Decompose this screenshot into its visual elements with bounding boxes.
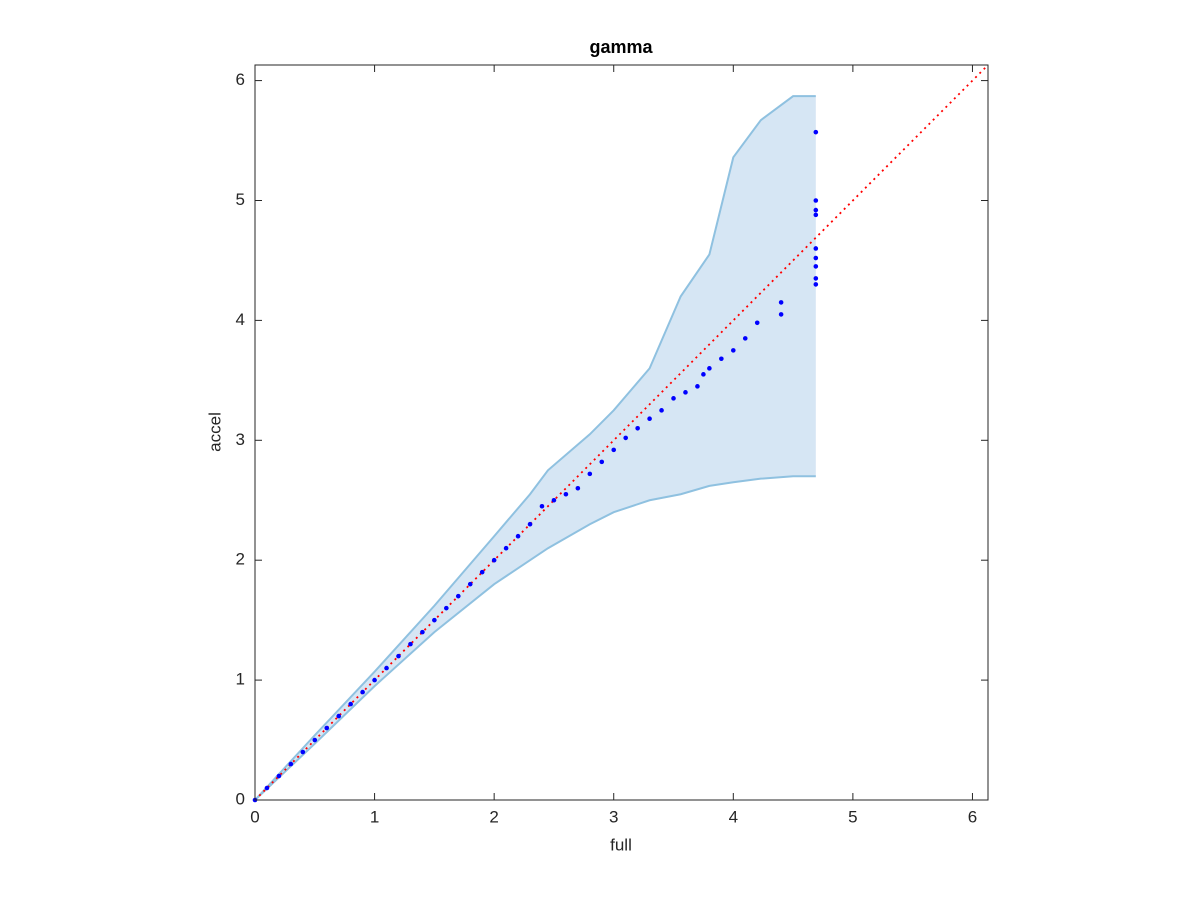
qq-point	[300, 749, 306, 755]
y-tick-label: 2	[236, 550, 245, 569]
qq-point	[455, 593, 461, 599]
x-tick-label: 6	[968, 807, 977, 826]
x-tick-label: 0	[250, 807, 259, 826]
x-tick-label: 1	[370, 807, 379, 826]
reference-line	[254, 64, 989, 801]
qq-point	[813, 198, 819, 203]
qq-point	[360, 689, 365, 695]
qq-point	[503, 545, 509, 551]
qq-point	[701, 372, 706, 377]
qq-point	[754, 320, 760, 326]
qq-point	[467, 581, 473, 587]
qq-point	[635, 426, 640, 431]
qq-point	[336, 713, 342, 719]
qq-point	[611, 447, 617, 453]
qq-point	[491, 557, 497, 563]
qq-point	[420, 629, 425, 635]
band-area	[255, 96, 816, 800]
y-tick-label: 4	[236, 310, 245, 329]
qq-point	[813, 129, 819, 135]
band-upper	[254, 95, 816, 801]
qq-point	[647, 416, 652, 422]
x-tick-label: 3	[609, 807, 618, 826]
qq-point	[778, 300, 784, 305]
chart-title: gamma	[589, 37, 653, 57]
qq-point	[719, 356, 724, 362]
band-lower	[254, 475, 816, 801]
qq-point	[659, 408, 664, 413]
qq-point	[324, 725, 330, 731]
qq-point	[515, 533, 521, 539]
qq-point	[623, 435, 628, 441]
qq-point	[479, 569, 485, 575]
x-tick-label: 4	[729, 807, 738, 826]
qq-point	[384, 665, 389, 671]
qq-point	[587, 471, 593, 477]
qq-point	[312, 737, 318, 743]
qq-point	[527, 521, 533, 527]
qq-point	[683, 390, 688, 395]
y-tick-label: 1	[236, 670, 245, 689]
qq-point	[695, 384, 700, 389]
y-tick-label: 6	[236, 70, 245, 89]
qq-point	[731, 348, 736, 353]
y-tick-label: 5	[236, 190, 245, 209]
qq-point	[599, 459, 605, 465]
qq-point	[813, 282, 819, 287]
qq-point	[288, 761, 294, 767]
qq-point	[539, 503, 545, 509]
qq-point	[348, 701, 353, 707]
qq-point	[432, 617, 437, 623]
x-tick-label: 5	[848, 807, 857, 826]
y-axis-label: accel	[205, 412, 224, 452]
qq-point	[264, 785, 270, 791]
qq-point	[396, 653, 401, 659]
qq-point	[813, 212, 819, 218]
qq-point	[444, 605, 449, 611]
axes-box	[254, 64, 989, 801]
qq-point	[707, 366, 712, 371]
qq-point	[551, 497, 557, 503]
x-axis-label: full	[610, 835, 632, 854]
qq-point	[742, 336, 748, 341]
qq-point	[372, 677, 377, 683]
y-tick-label: 0	[236, 789, 245, 808]
qq-point	[563, 491, 569, 497]
qq-point	[813, 207, 819, 213]
x-tick-label: 2	[489, 807, 498, 826]
qq-point	[575, 485, 581, 491]
qq-point	[778, 312, 784, 317]
qq-point	[813, 255, 819, 261]
qq-point	[671, 396, 676, 401]
qq-point	[408, 641, 413, 647]
qq-point	[813, 276, 819, 281]
y-tick-label: 3	[236, 430, 245, 449]
qq-point	[276, 773, 282, 779]
qq-point	[813, 264, 819, 269]
qq-point	[813, 246, 819, 251]
